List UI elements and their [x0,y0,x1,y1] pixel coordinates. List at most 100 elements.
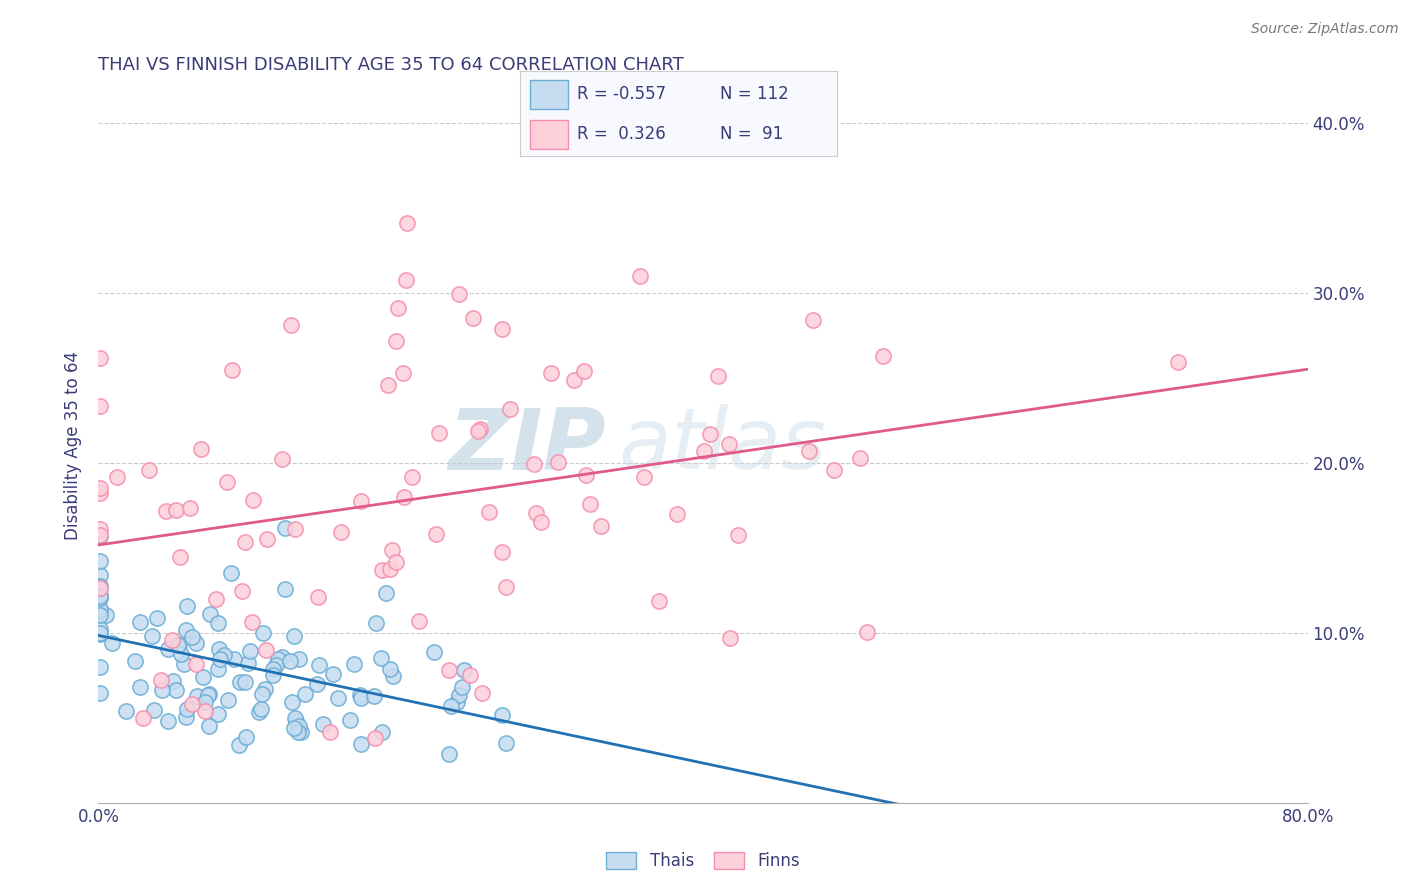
Point [132,711,155,725]
Point [181,630,204,644]
Point [523,457,546,471]
Point [524,506,547,520]
Point [384,334,406,348]
Point [217,693,239,707]
Point [174,623,197,637]
Point [271,649,294,664]
Point [648,594,671,608]
Point [129,615,152,630]
Point [287,651,309,665]
Point [89,604,111,618]
Point [101,636,124,650]
Point [156,641,179,656]
Point [371,724,394,739]
Point [262,668,284,682]
Point [155,503,177,517]
Point [458,668,481,682]
Bar [530,80,568,110]
Point [530,515,553,529]
Point [186,636,208,650]
Point [322,666,344,681]
Point [350,691,373,706]
Point [166,639,188,653]
Point [287,725,309,739]
Point [364,731,387,745]
Point [165,683,187,698]
Point [197,688,219,702]
Point [294,687,316,701]
Point [451,680,474,694]
Point [467,425,489,439]
Text: atlas: atlas [619,404,827,488]
Point [285,714,308,729]
Text: R = -0.557: R = -0.557 [578,86,666,103]
Point [371,563,394,577]
Text: N = 112: N = 112 [720,86,789,103]
Point [115,704,138,718]
Point [273,582,295,596]
Point [363,689,385,703]
Point [181,697,204,711]
Point [427,425,450,440]
Point [89,622,111,636]
Point [801,313,824,327]
Point [167,638,190,652]
Text: Source: ZipAtlas.com: Source: ZipAtlas.com [1251,22,1399,37]
Point [124,654,146,668]
Point [254,643,277,657]
Point [89,481,111,495]
Point [89,554,111,568]
Point [495,736,517,750]
Point [312,717,335,731]
Point [349,688,371,702]
Point [307,590,329,604]
Point [194,704,217,718]
Point [717,437,740,451]
Point [562,373,585,387]
Point [89,607,111,622]
Point [162,674,184,689]
Point [184,657,207,671]
Point [143,702,166,716]
Point [89,589,111,603]
Point [271,452,294,467]
Point [377,378,399,392]
Point [207,615,229,630]
Point [350,737,373,751]
Point [208,652,231,666]
Point [267,651,290,665]
Point [236,656,259,670]
Point [491,708,513,723]
Point [491,322,513,336]
Point [165,503,187,517]
Point [453,664,475,678]
Point [191,670,214,684]
Point [262,662,284,676]
Point [447,286,470,301]
Point [378,561,401,575]
Point [319,724,342,739]
Point [326,691,349,706]
Point [94,607,117,622]
Bar [530,120,568,149]
Point [89,580,111,594]
Point [446,695,468,709]
Point [250,702,273,716]
Point [498,401,520,416]
Point [799,444,821,458]
Point [387,301,409,316]
Point [384,555,406,569]
Text: ZIP: ZIP [449,404,606,488]
Point [1167,355,1189,369]
Point [718,631,741,645]
Point [228,739,250,753]
Legend: Thais, Finns: Thais, Finns [599,845,807,877]
Point [138,463,160,477]
Point [437,663,460,677]
Point [856,625,879,640]
Point [190,442,212,456]
Point [547,455,569,469]
Point [339,713,361,727]
Point [278,654,301,668]
Point [495,580,517,594]
